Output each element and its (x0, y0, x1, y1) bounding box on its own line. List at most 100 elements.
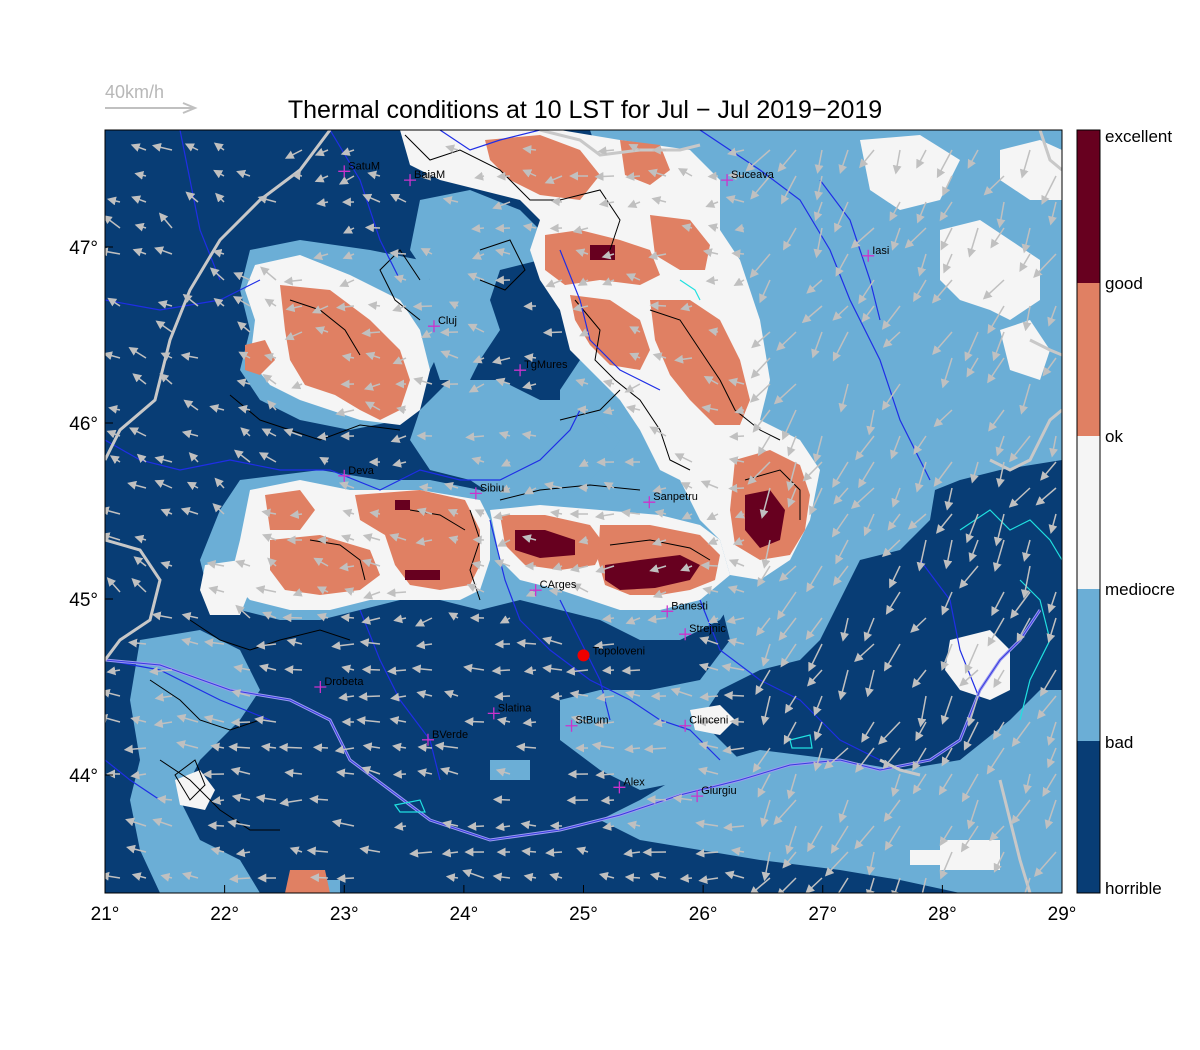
wind-arrow (416, 689, 433, 699)
wind-arrow (723, 822, 745, 832)
wind-arrow (727, 147, 745, 157)
wind-arrow (805, 877, 823, 893)
wind-arrow (883, 643, 901, 672)
wind-arrows (105, 142, 1058, 893)
wind-arrow (752, 747, 771, 773)
wind-arrow (284, 331, 303, 341)
wind-arrow (412, 301, 433, 311)
wind-arrow (105, 247, 121, 257)
wind-arrow (132, 247, 147, 257)
wind-arrow (855, 747, 875, 773)
wind-arrow (680, 302, 693, 312)
wind-arrow (708, 327, 719, 337)
city-stbum: StBum (565, 715, 609, 732)
wind-arrow (627, 820, 641, 830)
wind-arrow (808, 643, 823, 672)
city-marker-icon (338, 165, 351, 178)
wind-arrow (491, 355, 511, 365)
wind-arrow (724, 870, 745, 880)
city-label: Alex (623, 776, 645, 788)
wind-arrow (356, 716, 381, 725)
wind-arrow (184, 143, 199, 152)
y-tick-label: 45° (69, 590, 98, 611)
wind-arrow (543, 481, 563, 491)
wind-reference: 40km/h (105, 82, 198, 114)
y-tick-label: 44° (69, 766, 98, 787)
wind-arrow (904, 227, 927, 249)
wind-arrow (447, 508, 459, 518)
wind-arrow (1011, 799, 1031, 825)
wind-arrow (361, 616, 381, 625)
wind-arrow (312, 743, 329, 753)
wind-arrow (257, 195, 277, 204)
wind-arrow (701, 404, 719, 414)
wind-arrow (1019, 149, 1031, 179)
wind-arrow (160, 352, 173, 361)
wind-arrow (1022, 539, 1031, 562)
wind-arrow (679, 873, 693, 883)
wind-arrow (154, 692, 173, 702)
wind-arrow (967, 149, 979, 169)
wind-arrow (466, 583, 485, 593)
wind-arrow (128, 638, 147, 648)
wind-arrow (448, 535, 459, 545)
wind-arrow (212, 503, 225, 515)
wind-arrow (963, 721, 979, 751)
city-marker-icon (661, 605, 674, 618)
wind-arrow (315, 326, 329, 335)
wind-arrow (365, 351, 381, 361)
colorbar-excellent (1077, 130, 1100, 283)
wind-arrow (703, 376, 719, 385)
wind-arrow (699, 636, 719, 645)
wind-arrow (970, 461, 979, 484)
wind-arrow (889, 565, 901, 589)
wind-arrow (336, 873, 355, 883)
wind-arrow (495, 767, 511, 777)
wind-arrow (750, 175, 771, 200)
wind-arrow (652, 484, 667, 494)
wind-arrow (626, 404, 641, 414)
wind-arrow (727, 585, 745, 594)
wind-arrow (474, 509, 485, 518)
wind-arrow (916, 201, 927, 224)
wind-arrow (594, 719, 615, 729)
x-tick-label: 26° (689, 904, 718, 925)
wind-arrow (389, 716, 407, 725)
wind-arrow (750, 357, 771, 379)
wind-arrow (991, 591, 1005, 617)
wind-arrow (891, 773, 901, 798)
wind-arrow (255, 585, 277, 594)
wind-arrow (392, 356, 407, 365)
wind-arrow (996, 461, 1005, 488)
wind-arrow (389, 248, 407, 258)
wind-arrow (500, 484, 511, 493)
wind-arrow (565, 666, 589, 676)
wind-arrow (988, 409, 1005, 432)
wind-arrow (151, 142, 173, 152)
wind-arrow (230, 717, 251, 727)
wind-arrow (814, 149, 824, 174)
wind-arrow (749, 253, 771, 279)
wind-arrow (255, 640, 277, 650)
wind-arrow (964, 643, 979, 674)
wind-arrow (342, 225, 355, 234)
wind-arrow (160, 560, 173, 570)
city-marker-icon (565, 719, 578, 732)
wind-arrow (728, 456, 745, 466)
wind-arrow (707, 536, 719, 546)
wind-arrow (572, 225, 589, 235)
wind-arrow (491, 666, 511, 676)
city-marker-icon (643, 496, 656, 509)
wind-arrow (392, 303, 407, 313)
wind-arrow (861, 721, 875, 743)
city-label: BaiaM (414, 169, 445, 181)
wind-arrow (495, 223, 511, 233)
wind-arrow (105, 714, 121, 723)
wind-arrow (760, 695, 771, 726)
wind-arrow (1023, 773, 1032, 794)
wind-arrow (213, 298, 225, 308)
wind-arrow (966, 799, 979, 830)
wind-arrow (545, 848, 563, 858)
wind-arrow (915, 721, 927, 742)
wind-arrow (863, 617, 875, 642)
